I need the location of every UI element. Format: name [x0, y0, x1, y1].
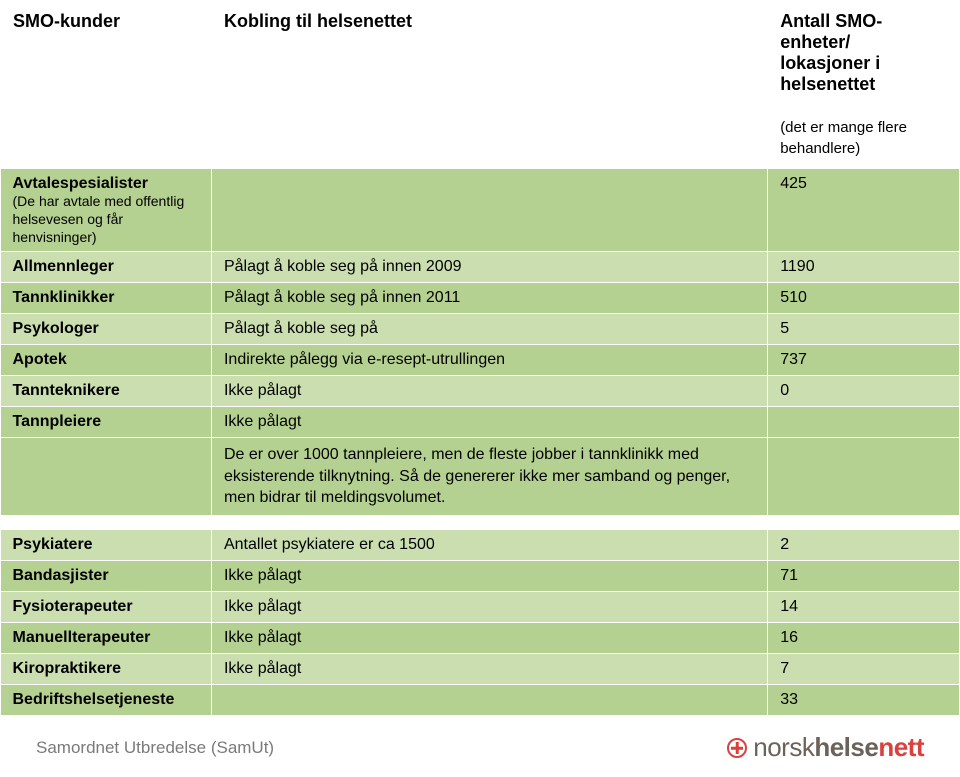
row-val: 737 [768, 345, 960, 376]
table-row: Tannpleiere Ikke pålagt [1, 407, 960, 438]
row-val: 2 [768, 529, 960, 560]
table-row: Tannteknikere Ikke pålagt 0 [1, 376, 960, 407]
table-row: Tannklinikker Pålagt å koble seg på inne… [1, 283, 960, 314]
row-val: 71 [768, 560, 960, 591]
row-mid: Indirekte pålegg via e-resept-utrullinge… [211, 345, 767, 376]
row-label-cell: Tannpleiere [1, 407, 212, 438]
row-sublabel: (De har avtale med offentlig helsevesen … [13, 193, 185, 245]
paragraph-text: De er over 1000 tannpleiere, men de fles… [211, 438, 767, 516]
content-table: SMO-kunder Kobling til helsenettet Antal… [0, 0, 960, 716]
logo-part2: helse [814, 732, 878, 763]
row-label-cell: Bandasjister [1, 560, 212, 591]
row-label: Bedriftshelsetjeneste [13, 691, 175, 708]
slide: SMO-kunder Kobling til helsenettet Antal… [0, 0, 960, 777]
header-col3-line2: lokasjoner i helsenettet [780, 53, 880, 94]
row-label: Fysioterapeuter [13, 598, 133, 615]
footer: Samordnet Utbredelse (SamUt) norskhelsen… [0, 732, 960, 763]
row-label: Allmennleger [13, 258, 114, 275]
table-body-bottom: Psykiatere Antallet psykiatere er ca 150… [1, 529, 960, 715]
row-label-cell: Fysioterapeuter [1, 591, 212, 622]
row-label: Manuellterapeuter [13, 629, 151, 646]
table-row: Kiropraktikere Ikke pålagt 7 [1, 653, 960, 684]
table-row: Psykologer Pålagt å koble seg på 5 [1, 314, 960, 345]
table-row: Apotek Indirekte pålegg via e-resept-utr… [1, 345, 960, 376]
row-mid: Ikke pålagt [211, 653, 767, 684]
header-col2: Kobling til helsenettet [211, 1, 767, 169]
row-label: Kiropraktikere [13, 660, 122, 677]
row-val: 5 [768, 314, 960, 345]
row-label: Avtalespesialister [13, 175, 148, 192]
table-header: SMO-kunder Kobling til helsenettet Antal… [1, 1, 960, 169]
logo-plus-icon [727, 738, 747, 758]
row-label-cell: Psykiatere [1, 529, 212, 560]
row-val: 14 [768, 591, 960, 622]
row-label-cell: Avtalespesialister (De har avtale med of… [1, 169, 212, 252]
row-mid [211, 684, 767, 715]
header-col3-line1: Antall SMO-enheter/ [780, 11, 882, 52]
row-val: 7 [768, 653, 960, 684]
row-label-cell: Apotek [1, 345, 212, 376]
row-label: Psykiatere [13, 536, 93, 553]
row-val: 0 [768, 376, 960, 407]
row-label-cell: Bedriftshelsetjeneste [1, 684, 212, 715]
table-row: Psykiatere Antallet psykiatere er ca 150… [1, 529, 960, 560]
row-mid: Antallet psykiatere er ca 1500 [211, 529, 767, 560]
header-col1: SMO-kunder [1, 1, 212, 169]
table-row: Fysioterapeuter Ikke pålagt 14 [1, 591, 960, 622]
row-label: Tannklinikker [13, 289, 115, 306]
table-row: Bedriftshelsetjeneste 33 [1, 684, 960, 715]
table-row: Allmennleger Pålagt å koble seg på innen… [1, 252, 960, 283]
row-label: Apotek [13, 351, 67, 368]
row-mid: Ikke pålagt [211, 591, 767, 622]
footer-left-text: Samordnet Utbredelse (SamUt) [36, 738, 274, 758]
table-body-top: Avtalespesialister (De har avtale med of… [1, 169, 960, 516]
row-val: 33 [768, 684, 960, 715]
row-label: Bandasjister [13, 567, 109, 584]
header-col3: Antall SMO-enheter/ lokasjoner i helsene… [768, 1, 960, 169]
row-label-cell: Manuellterapeuter [1, 622, 212, 653]
table-row: Avtalespesialister (De har avtale med of… [1, 169, 960, 252]
row-label-cell: Kiropraktikere [1, 653, 212, 684]
row-val: 16 [768, 622, 960, 653]
row-label-cell: Allmennleger [1, 252, 212, 283]
table-row: Bandasjister Ikke pålagt 71 [1, 560, 960, 591]
row-mid: Ikke pålagt [211, 407, 767, 438]
row-label: Psykologer [13, 320, 99, 337]
row-label-cell: Psykologer [1, 314, 212, 345]
table-row: Manuellterapeuter Ikke pålagt 16 [1, 622, 960, 653]
row-label-cell: Tannteknikere [1, 376, 212, 407]
logo: norskhelsenett [727, 732, 924, 763]
row-mid [211, 169, 767, 252]
header-col3-sub: (det er mange flere behandlere) [780, 119, 907, 157]
row-mid: Pålagt å koble seg på [211, 314, 767, 345]
paragraph-row: De er over 1000 tannpleiere, men de fles… [1, 438, 960, 516]
row-label: Tannteknikere [13, 382, 120, 399]
logo-part1: norsk [753, 732, 814, 763]
row-mid: Pålagt å koble seg på innen 2009 [211, 252, 767, 283]
row-val: 425 [768, 169, 960, 252]
row-mid: Pålagt å koble seg på innen 2011 [211, 283, 767, 314]
row-mid: Ikke pålagt [211, 560, 767, 591]
row-val: 510 [768, 283, 960, 314]
row-mid: Ikke pålagt [211, 376, 767, 407]
row-mid: Ikke pålagt [211, 622, 767, 653]
row-val [768, 407, 960, 438]
row-label-cell: Tannklinikker [1, 283, 212, 314]
row-val: 1190 [768, 252, 960, 283]
row-label: Tannpleiere [13, 413, 102, 430]
logo-part3: nett [878, 732, 924, 763]
